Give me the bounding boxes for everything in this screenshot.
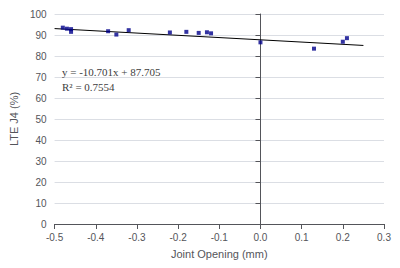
svg-text:LTE J4 (%): LTE J4 (%) [8,92,20,146]
svg-text:-0.5: -0.5 [46,232,64,243]
svg-text:-0.3: -0.3 [128,232,146,243]
svg-text:0: 0 [41,219,47,230]
svg-text:70: 70 [35,72,47,83]
svg-text:-0.2: -0.2 [169,232,187,243]
svg-text:Joint Opening (mm): Joint Opening (mm) [171,248,268,260]
svg-text:10: 10 [35,198,47,209]
svg-text:R² = 0.7554: R² = 0.7554 [62,81,115,93]
svg-text:30: 30 [35,156,47,167]
svg-text:0.2: 0.2 [336,232,350,243]
svg-text:90: 90 [35,30,47,41]
svg-text:-0.4: -0.4 [87,232,105,243]
svg-text:y = -10.701x + 87.705: y = -10.701x + 87.705 [62,66,161,78]
svg-text:100: 100 [30,9,47,20]
svg-text:40: 40 [35,135,47,146]
svg-text:0.0: 0.0 [254,232,268,243]
svg-text:-0.1: -0.1 [211,232,229,243]
svg-text:60: 60 [35,93,47,104]
svg-text:20: 20 [35,177,47,188]
svg-text:0.1: 0.1 [295,232,309,243]
svg-text:50: 50 [35,114,47,125]
svg-text:80: 80 [35,51,47,62]
svg-text:0.3: 0.3 [377,232,391,243]
